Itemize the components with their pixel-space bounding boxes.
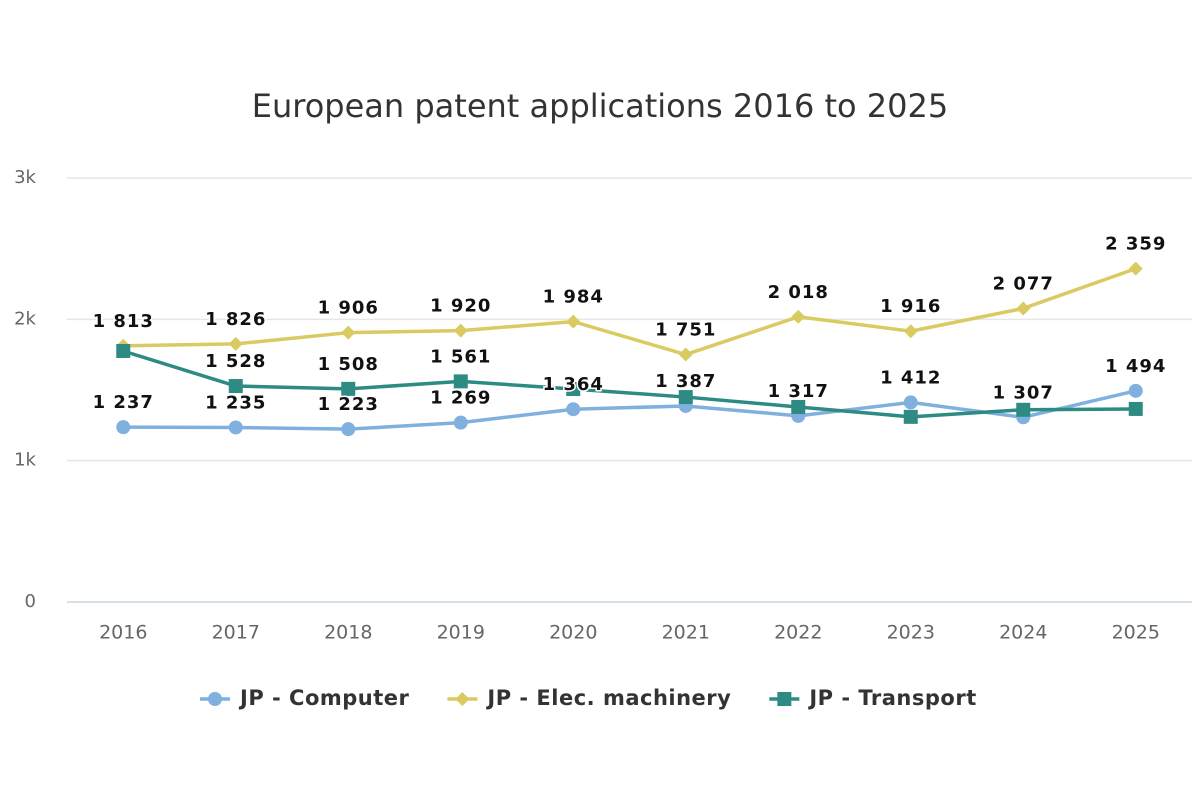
data-label: 1 494 xyxy=(1105,356,1166,377)
point xyxy=(341,422,356,437)
y-tick-label: 1k xyxy=(14,450,36,471)
series xyxy=(116,261,1143,362)
point xyxy=(566,314,581,329)
legend-label: JP - Elec. machinery xyxy=(485,686,731,710)
legend-label: JP - Computer xyxy=(238,686,410,710)
data-label: 1 561 xyxy=(430,346,491,367)
data-label: 2 077 xyxy=(993,273,1054,294)
x-tick-label: 2020 xyxy=(549,622,597,644)
point xyxy=(678,390,693,405)
data-label: 1 751 xyxy=(655,320,716,341)
data-label: 1 237 xyxy=(93,392,154,413)
point xyxy=(791,309,806,324)
point xyxy=(791,399,806,414)
data-label: 1 920 xyxy=(430,296,491,317)
line xyxy=(122,349,1136,419)
legend-item: JP - Transport xyxy=(769,686,976,710)
point xyxy=(1128,261,1143,276)
x-tick-label: 2021 xyxy=(662,622,710,644)
point xyxy=(228,379,243,394)
legend-item: JP - Elec. machinery xyxy=(447,686,731,710)
x-tick-label: 2025 xyxy=(1112,622,1160,644)
data-label: 1 235 xyxy=(205,392,266,413)
point xyxy=(678,347,693,362)
data-label: 1 307 xyxy=(993,382,1054,403)
x-tick-label: 2019 xyxy=(437,622,485,644)
point xyxy=(1128,401,1143,416)
line xyxy=(123,389,1137,431)
data-label: 2 018 xyxy=(768,282,829,303)
data-label: 1 813 xyxy=(93,311,154,332)
series xyxy=(116,343,1143,424)
point xyxy=(1016,301,1031,316)
point xyxy=(341,325,356,340)
point xyxy=(453,323,468,338)
data-label: 1 984 xyxy=(543,287,604,308)
data-label: 1 223 xyxy=(318,394,379,415)
data-label: 1 528 xyxy=(205,351,266,372)
data-label: 1 412 xyxy=(880,367,941,388)
y-tick-label: 2k xyxy=(14,308,36,329)
x-tick-label: 2017 xyxy=(212,622,260,644)
point xyxy=(903,324,918,339)
x-tick-label: 2016 xyxy=(99,622,147,644)
point xyxy=(566,402,581,417)
point xyxy=(566,382,581,397)
data-label: 1 508 xyxy=(318,354,379,375)
point xyxy=(903,395,918,410)
point xyxy=(903,409,918,424)
legend-label: JP - Transport xyxy=(807,686,976,710)
data-label: 1 387 xyxy=(655,371,716,392)
x-tick-label: 2024 xyxy=(999,622,1047,644)
point xyxy=(1016,402,1031,417)
x-tick-label: 2018 xyxy=(324,622,372,644)
point xyxy=(1128,383,1143,398)
point xyxy=(455,692,470,706)
y-tick-label: 0 xyxy=(25,591,36,612)
point xyxy=(228,420,243,435)
data-label: 1 826 xyxy=(205,309,266,330)
point xyxy=(208,692,222,706)
point xyxy=(453,374,468,389)
chart-title: European patent applications 2016 to 202… xyxy=(252,87,948,125)
point xyxy=(777,692,792,706)
point xyxy=(341,381,356,396)
x-tick-label: 2023 xyxy=(887,622,935,644)
x-tick-label: 2022 xyxy=(774,622,822,644)
line xyxy=(123,266,1137,357)
data-label: 1 269 xyxy=(430,388,491,409)
point xyxy=(453,415,468,430)
data-label: 1 317 xyxy=(768,381,829,402)
data-label: 2 359 xyxy=(1105,234,1166,255)
point xyxy=(116,420,131,435)
data-label: 1 916 xyxy=(880,296,941,317)
point xyxy=(228,336,243,351)
data-label: 1 364 xyxy=(543,374,604,395)
legend-item: JP - Computer xyxy=(200,686,410,710)
data-label: 1 906 xyxy=(318,298,379,319)
y-tick-label: 3k xyxy=(14,167,36,188)
point xyxy=(116,343,131,358)
